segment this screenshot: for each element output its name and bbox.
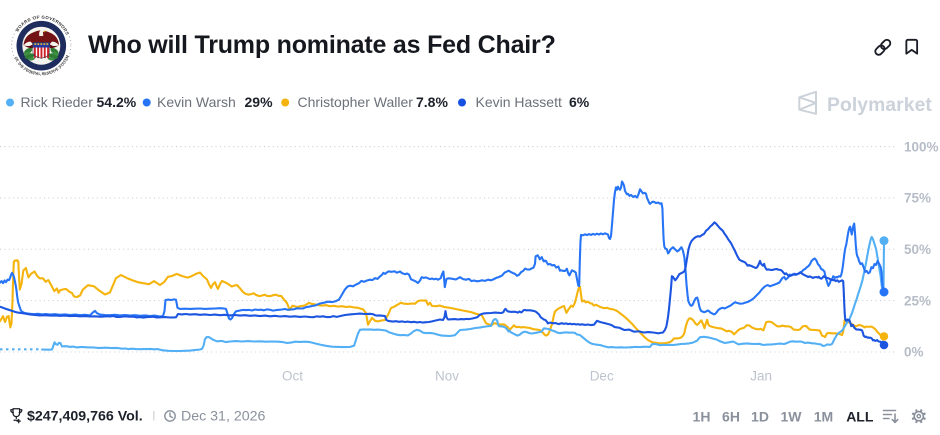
- svg-text:29%: 29%: [245, 94, 274, 110]
- svg-text:Nov: Nov: [435, 369, 459, 384]
- svg-text:Rick Rieder: Rick Rieder: [21, 94, 94, 110]
- svg-text:0%: 0%: [904, 345, 924, 360]
- svg-text:Polymarket: Polymarket: [827, 95, 932, 116]
- svg-text:1H: 1H: [693, 409, 711, 425]
- svg-text:1D: 1D: [751, 409, 769, 425]
- svg-text:6H: 6H: [722, 409, 740, 425]
- svg-text:100%: 100%: [904, 139, 939, 154]
- svg-text:Kevin Hassett: Kevin Hassett: [476, 94, 562, 110]
- svg-text:6%: 6%: [569, 94, 590, 110]
- svg-text:ALL: ALL: [846, 409, 874, 425]
- svg-text:Oct: Oct: [282, 369, 303, 384]
- svg-text:Dec: Dec: [590, 369, 614, 384]
- svg-text:Christopher Waller: Christopher Waller: [298, 94, 414, 110]
- svg-text:Kevin Warsh: Kevin Warsh: [157, 94, 236, 110]
- svg-text:1M: 1M: [814, 409, 833, 425]
- svg-text:$247,409,766 Vol.: $247,409,766 Vol.: [27, 409, 143, 425]
- svg-text:Who will Trump nominate as Fed: Who will Trump nominate as Fed Chair?: [88, 31, 556, 59]
- svg-text:1W: 1W: [781, 409, 803, 425]
- svg-text:75%: 75%: [904, 191, 931, 206]
- svg-text:Dec 31, 2026: Dec 31, 2026: [181, 409, 266, 425]
- svg-text:54.2%: 54.2%: [97, 94, 137, 110]
- svg-text:Jan: Jan: [750, 369, 772, 384]
- svg-text:25%: 25%: [904, 293, 931, 308]
- svg-text:50%: 50%: [904, 242, 931, 257]
- svg-text:7.8%: 7.8%: [416, 94, 448, 110]
